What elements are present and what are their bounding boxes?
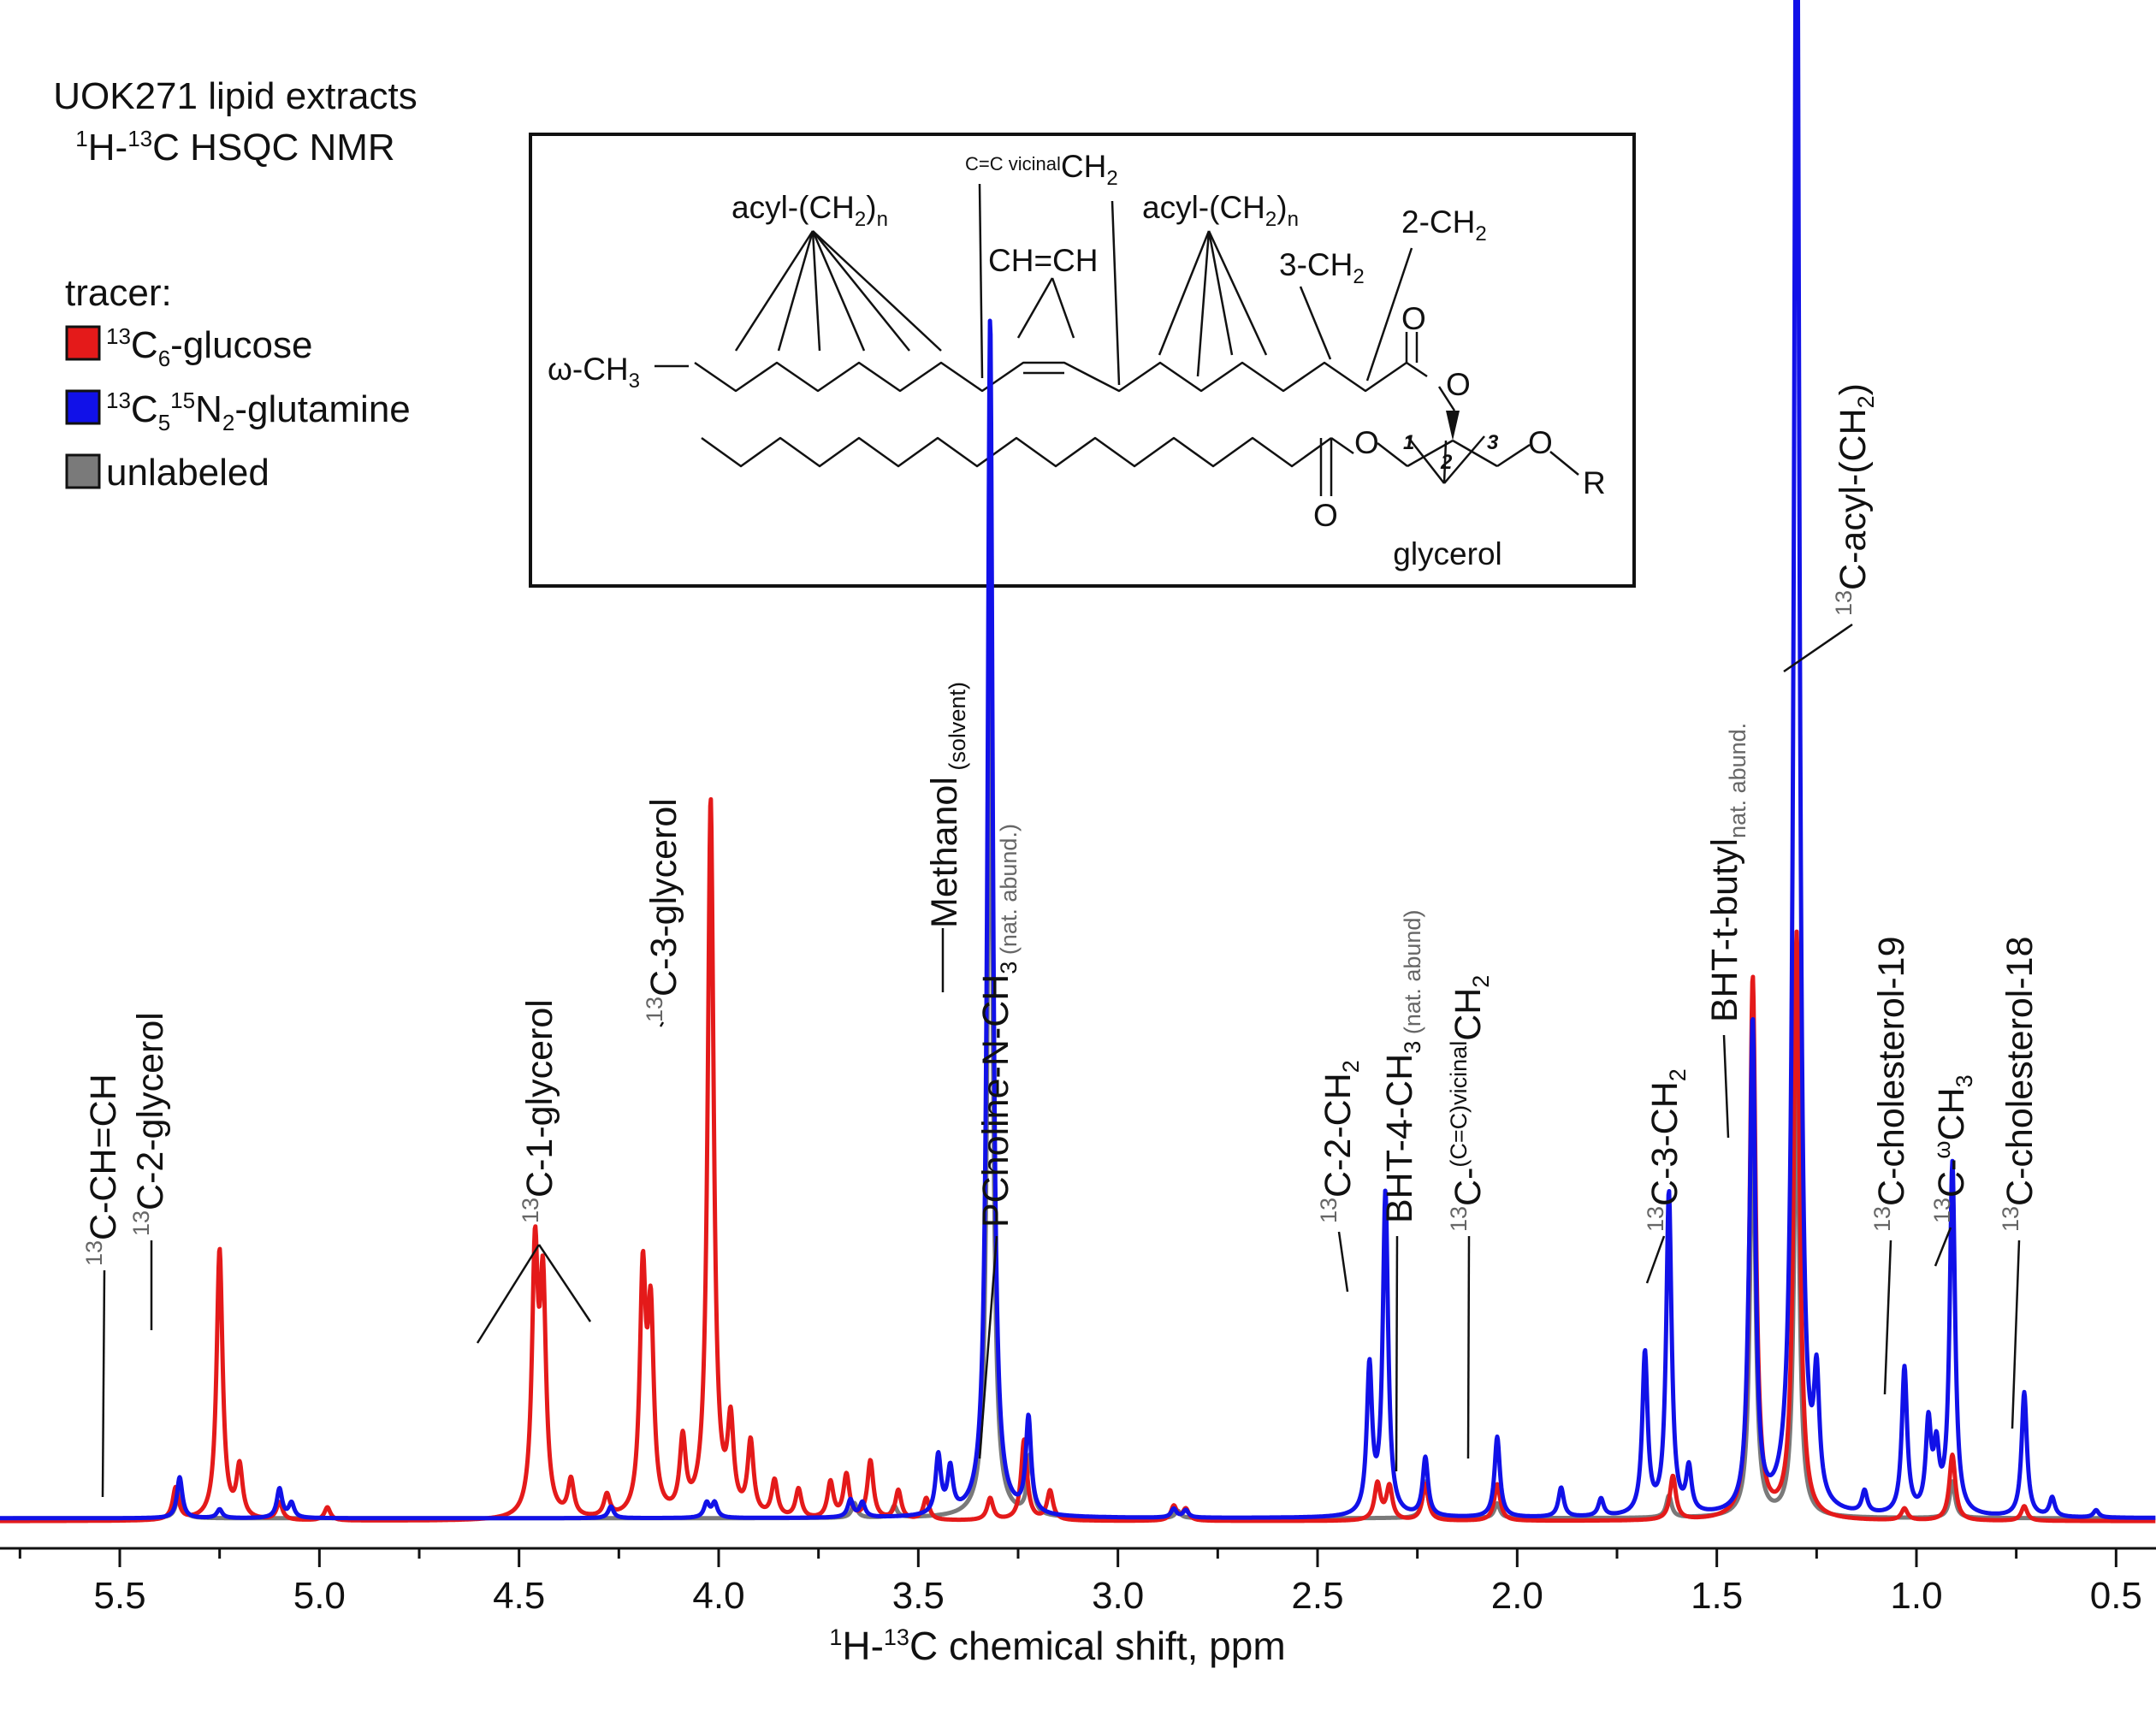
legend-swatch-unlabeled — [65, 453, 101, 489]
annotation-leader-gly1-1 — [537, 1244, 592, 1322]
annotation-leader-gly3-0 — [659, 1021, 665, 1027]
x-tick-label-9: 1.0 — [1890, 1575, 1942, 1617]
structure-label-acyl-right: acyl-(CH2)n — [1142, 190, 1299, 231]
annotation-bht4: BHT-4-CH3 (nat. abund) — [1379, 910, 1425, 1223]
structure-label-acyl-left: acyl-(CH2)n — [732, 190, 888, 231]
structure-frame — [529, 133, 1636, 588]
x-tick-label-10: 0.5 — [2090, 1575, 2142, 1617]
structure-oxygen-3: O — [1354, 425, 1379, 460]
lipid-structure-inset: acyl-(CH2)n C=C vicinalCH2 acyl-(CH2)n C… — [529, 133, 1636, 588]
annotation-leader-pchol-0 — [978, 1235, 998, 1459]
legend-label-glucose: 13C6-glucose — [106, 323, 312, 371]
legend-swatch-glutamine — [65, 389, 101, 425]
annotation-vic: 13C-(C=C)vicinalCH2 — [1446, 975, 1494, 1232]
structure-position-1: 1 — [1403, 431, 1414, 454]
structure-position-3: 3 — [1487, 431, 1499, 454]
annotation-leader-acyl-0 — [1783, 623, 1853, 673]
annotation-leader-omega-0 — [1934, 1227, 1952, 1267]
structure-oxygen-5: O — [1528, 425, 1553, 460]
series-blue — [0, 0, 2156, 1521]
annotation-omega: 13C-ωCH3 — [1929, 1074, 1977, 1223]
structure-label-vicinal: C=C vicinalCH2 — [965, 149, 1118, 190]
x-tick-label-1: 5.0 — [293, 1575, 346, 1617]
legend-label-glutamine: 13C515N2-glutamine — [106, 388, 411, 435]
legend-title: tracer: — [65, 272, 172, 314]
legend-swatch-glucose — [65, 325, 101, 361]
annotation-leader-chol18-0 — [2011, 1240, 2021, 1429]
x-axis-label: 1H-13C chemical shift, ppm — [829, 1624, 1285, 1668]
chart-title-line1: UOK271 lipid extracts — [53, 75, 418, 117]
annotation-gly3: 13C-3-glycerol — [642, 798, 684, 1022]
structure-position-2: 2 — [1440, 451, 1453, 474]
annotation-chch: 13C-CH=CH — [81, 1074, 124, 1266]
legend-label-unlabeled: unlabeled — [106, 452, 270, 494]
annotation-leader-ch2_3-0 — [1645, 1235, 1666, 1284]
annotation-acyl: 13C-acyl-(CH2) — [1831, 383, 1879, 616]
legend: tracer: 13C6-glucose 13C515N2-glutamine … — [65, 272, 411, 494]
peak-annotations: 13C-CH=CH 13C-2-glycerol 13C-1-glycerol 13C… — [81, 383, 2040, 1498]
chart-title-line2: 1H-13C HSQC NMR — [75, 126, 394, 169]
structure-label-chch: CH=CH — [988, 243, 1099, 278]
annotation-leader-gly1-0 — [476, 1244, 541, 1344]
structure-oxygen-2: O — [1446, 367, 1471, 402]
annotation-bhtt: BHT-t-butylnat. abund. — [1704, 723, 1750, 1022]
annotation-ch2_3: 13C-3-CH2 — [1643, 1068, 1691, 1232]
structure-r-group: R — [1583, 465, 1606, 500]
annotation-leader-chol19-0 — [1883, 1240, 1892, 1395]
structure-label-glycerol: glycerol — [1393, 536, 1502, 571]
annotation-pchol: PCholine-N-CH3 (nat. abund.) — [975, 824, 1022, 1228]
spectrum-series — [0, 0, 2156, 1524]
series-red — [0, 796, 2156, 1524]
x-tick-label-0: 5.5 — [93, 1575, 145, 1617]
structure-leader-lines — [654, 183, 1485, 484]
structure-bonds — [694, 332, 1579, 496]
x-tick-label-5: 3.0 — [1092, 1575, 1144, 1617]
annotation-leader-ch2_2-0 — [1337, 1231, 1349, 1293]
structure-oxygen-4: O — [1313, 498, 1338, 533]
x-tick-label-3: 4.0 — [692, 1575, 744, 1617]
stereo-wedge — [1446, 411, 1460, 441]
annotation-leader-bht4-0 — [1395, 1235, 1399, 1472]
structure-label-omega: ω-CH3 — [548, 352, 640, 393]
series-gray — [0, 669, 2156, 1521]
annotation-leader-bhtt-0 — [1722, 1034, 1730, 1139]
annotation-meoh: Methanol (solvent) — [924, 682, 970, 928]
structure-oxygen-1: O — [1401, 301, 1426, 336]
x-tick-label-4: 3.5 — [892, 1575, 945, 1617]
x-tick-label-7: 2.0 — [1491, 1575, 1543, 1617]
annotation-leader-vic-0 — [1466, 1235, 1471, 1459]
structure-label-3ch2: 3-CH2 — [1279, 247, 1365, 288]
x-tick-label-8: 1.5 — [1691, 1575, 1743, 1617]
x-tick-label-2: 4.5 — [493, 1575, 545, 1617]
annotation-leader-chch-0 — [101, 1269, 106, 1498]
x-tick-label-6: 2.5 — [1291, 1575, 1343, 1617]
annotation-chol18: 13C-cholesterol-18 — [1998, 936, 2040, 1232]
structure-label-2ch2: 2-CH2 — [1401, 204, 1487, 246]
annotation-gly1: 13C-1-glycerol — [518, 999, 560, 1223]
x-axis-ticks: 5.5 5.0 4.5 4.0 3.5 3.0 2.5 2.0 1.5 1.0 0.5 — [18, 1548, 2142, 1617]
annotation-chol19: 13C-cholesterol-19 — [1869, 936, 1912, 1232]
annotation-ch2_2: 13C-2-CH2 — [1316, 1060, 1364, 1223]
annotation-gly2: 13C-2-glycerol — [128, 1012, 171, 1236]
